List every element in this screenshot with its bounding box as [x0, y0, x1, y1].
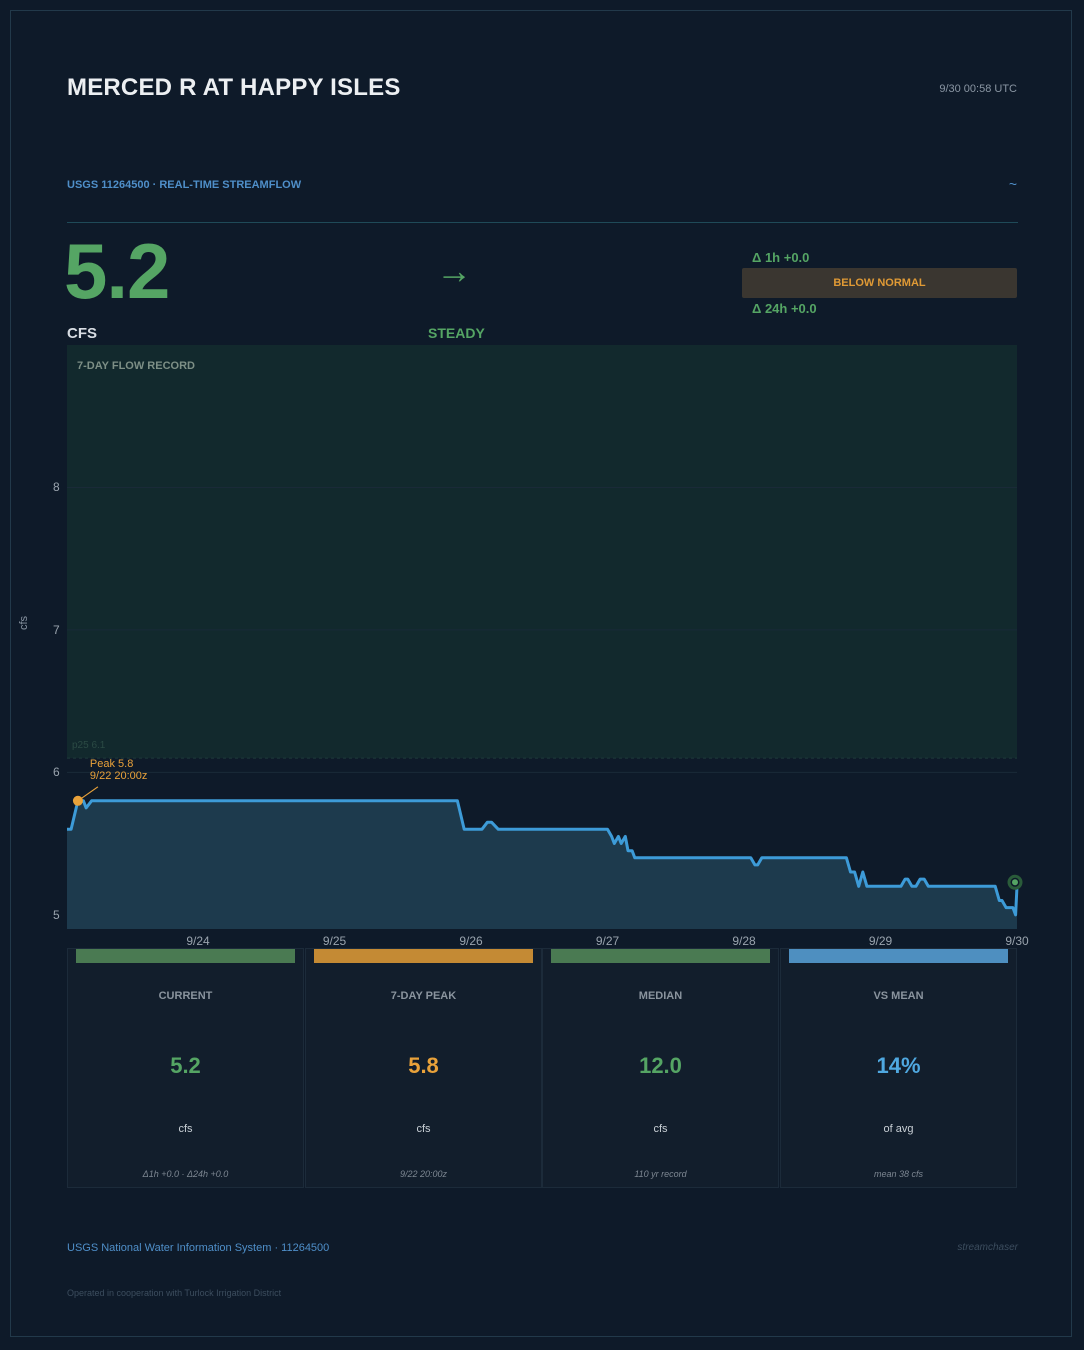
timestamp: 9/30 00:58 UTC: [939, 83, 1017, 95]
header-divider: [67, 222, 1018, 223]
stat-card-vs-mean: VS MEAN 14% of avg mean 38 cfs: [780, 948, 1017, 1188]
footer-brand: streamchaser: [957, 1242, 1018, 1253]
normal-range-band: [67, 345, 1017, 759]
flow-line: [67, 799, 1019, 917]
delta-24h: Δ 24h +0.0: [752, 301, 817, 316]
card-note: mean 38 cfs: [873, 1169, 924, 1179]
x-tick-label: 9/26: [459, 934, 483, 948]
card-note: Δ1h +0.0 · Δ24h +0.0: [142, 1169, 229, 1179]
card-note: 9/22 20:00z: [399, 1169, 448, 1179]
card-unit: of avg: [883, 1123, 914, 1135]
x-tick-label: 9/27: [595, 934, 620, 948]
card-title: 7-DAY PEAK: [390, 990, 457, 1002]
status-badge: BELOW NORMAL: [742, 268, 1017, 298]
card-note: 110 yr record: [634, 1169, 687, 1179]
wave-icon: ~: [1008, 176, 1017, 192]
card-unit: cfs: [653, 1123, 668, 1135]
stat-card-current: CURRENT 5.2 cfs Δ1h +0.0 · Δ24h +0.0: [67, 948, 304, 1188]
y-axis-label: cfs: [18, 615, 30, 630]
flow-unit: CFS: [67, 325, 97, 342]
flow-area: [67, 800, 1017, 929]
x-tick-label: 9/25: [322, 934, 347, 948]
y-tick-label: 5: [53, 907, 60, 922]
page-title: MERCED R AT HAPPY ISLES: [67, 74, 401, 101]
trend-arrow-icon: →: [436, 250, 472, 291]
card-value: 5.8: [408, 1053, 439, 1078]
x-tick-label: 9/28: [732, 934, 756, 948]
card-unit: cfs: [178, 1123, 193, 1135]
peak-label-value: Peak 5.8: [90, 758, 133, 770]
stat-card-7-day-peak: 7-DAY PEAK 5.8 cfs 9/22 20:00z: [305, 948, 542, 1188]
y-tick-label: 7: [53, 622, 60, 637]
card-accent-bar: [789, 949, 1008, 963]
footer-note: Operated in cooperation with Turlock Irr…: [67, 1288, 282, 1298]
card-title: MEDIAN: [638, 990, 683, 1002]
peak-label-time: 9/22 20:00z: [90, 770, 148, 782]
card-value: 12.0: [639, 1053, 682, 1078]
current-point-marker: [1012, 879, 1018, 886]
chart-title: 7-DAY FLOW RECORD: [77, 360, 195, 372]
card-title: CURRENT: [158, 990, 213, 1002]
flow-chart: p25 6.1 Peak 5.89/22 20:00z: [67, 345, 1023, 929]
peak-marker: [72, 795, 83, 806]
x-tick-label: 9/29: [868, 934, 893, 948]
card-value: 14%: [876, 1053, 921, 1078]
delta-1h: Δ 1h +0.0: [752, 250, 810, 265]
x-tick-label: 9/24: [186, 934, 210, 948]
current-flow-value: 5.2: [64, 227, 170, 315]
card-accent-bar: [551, 949, 770, 963]
card-accent-bar: [76, 949, 295, 963]
p25-label: p25 6.1: [72, 740, 106, 751]
card-accent-bar: [314, 949, 533, 963]
page-frame: [10, 10, 1072, 1337]
card-unit: cfs: [416, 1123, 431, 1135]
card-title: VS MEAN: [873, 990, 924, 1002]
card-value: 5.2: [170, 1053, 201, 1078]
trend-label: STEADY: [428, 325, 485, 341]
x-tick-label: 9/30: [1005, 934, 1029, 948]
y-tick-label: 8: [53, 480, 60, 495]
stat-card-median: MEDIAN 12.0 cfs 110 yr record: [542, 948, 779, 1188]
y-tick-label: 6: [53, 765, 60, 780]
footer-source: USGS National Water Information System ·…: [67, 1242, 330, 1254]
station-subtitle: USGS 11264500 · REAL-TIME STREAMFLOW: [67, 179, 302, 191]
